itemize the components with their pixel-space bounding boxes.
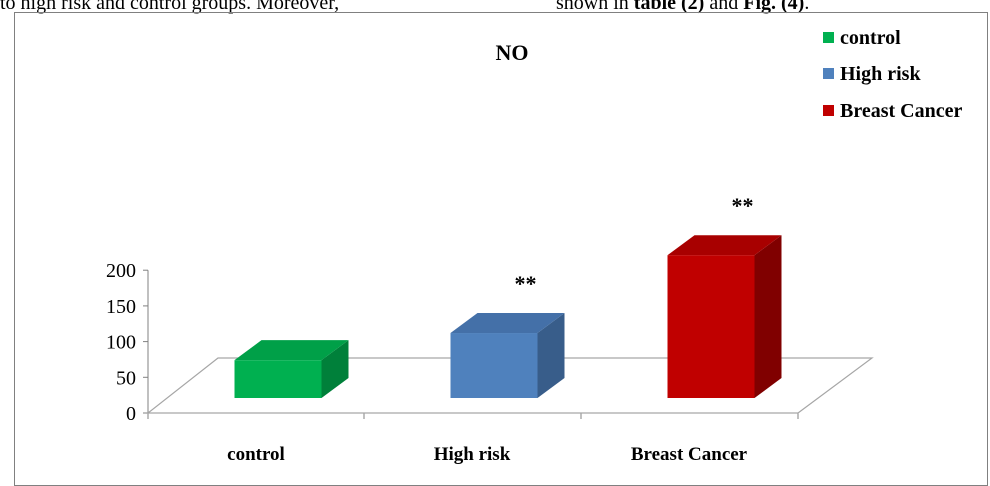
- labels-layer: control ** High risk ** Breast Cancer: [227, 193, 753, 465]
- bar-top-0: [234, 340, 349, 361]
- legend-swatch: [823, 32, 834, 43]
- y-tick-label: 50: [116, 367, 136, 389]
- x-tick-label: Breast Cancer: [631, 444, 748, 465]
- bar-top-1: [450, 313, 565, 334]
- chart-title: NO: [496, 40, 529, 65]
- legend-entry: control: [840, 27, 901, 49]
- y-tick-label: 0: [126, 403, 136, 425]
- bar-annotation: **: [515, 271, 537, 296]
- page-header-right: shown in table (2) and Fig. (4).: [556, 0, 810, 14]
- x-tick-label: High risk: [434, 444, 511, 465]
- bar-front-2: [667, 255, 755, 398]
- y-tick-label: 100: [106, 332, 136, 354]
- legend-entry: High risk: [840, 63, 921, 85]
- page-header-text: to high risk and control groups. Moreove…: [0, 0, 990, 14]
- bar-side-2: [754, 235, 782, 398]
- page-header-left: to high risk and control groups. Moreove…: [0, 0, 340, 14]
- y-tick-label: 150: [106, 296, 136, 318]
- bar-top-2: [667, 235, 782, 256]
- y-tick-label: 200: [106, 260, 136, 282]
- legend-entry: Breast Cancer: [840, 100, 962, 122]
- bars-layer: [234, 235, 782, 398]
- legend-swatch: [823, 105, 834, 116]
- legend-layer: control High risk Breast Cancer: [823, 27, 962, 122]
- floor-layer: [146, 357, 874, 414]
- bar-side-1: [537, 313, 565, 398]
- x-tick-label: control: [227, 444, 285, 465]
- bar-front-1: [450, 333, 538, 398]
- chart-floor: [146, 357, 874, 414]
- bar-front-0: [234, 360, 322, 398]
- bar-side-0: [321, 340, 349, 398]
- legend-swatch: [823, 68, 834, 79]
- bar-annotation: **: [732, 193, 754, 218]
